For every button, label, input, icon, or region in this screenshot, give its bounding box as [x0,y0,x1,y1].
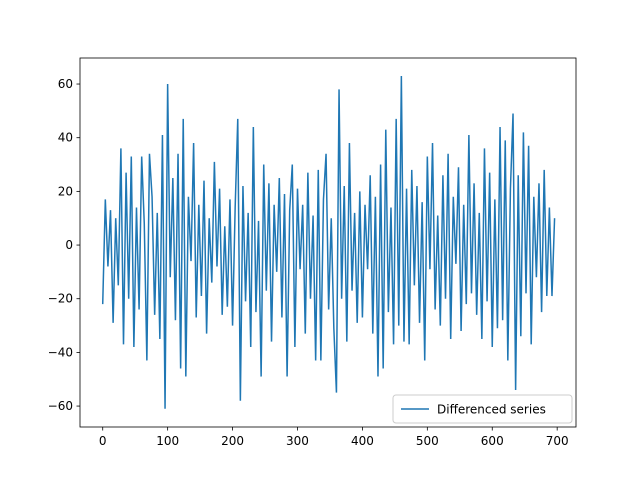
x-tick-label: 300 [286,434,309,448]
y-tick-label: −60 [48,399,73,413]
y-tick-label: −20 [48,292,73,306]
x-tick-label: 700 [546,434,569,448]
plot-frame [79,57,577,428]
x-tick-label: 600 [481,434,504,448]
y-tick-label: 40 [58,131,73,145]
x-tick-label: 200 [221,434,244,448]
x-tick-label: 0 [99,434,107,448]
y-tick-label: −40 [48,345,73,359]
legend-label: Differenced series [437,403,546,417]
x-tick-label: 400 [351,434,374,448]
y-tick-label: 20 [58,184,73,198]
y-tick-label: 0 [65,238,73,252]
legend-box [392,394,573,424]
y-tick-label: 60 [58,77,73,91]
x-tick-label: 100 [156,434,179,448]
x-tick-label: 500 [416,434,439,448]
data-line [101,75,556,409]
